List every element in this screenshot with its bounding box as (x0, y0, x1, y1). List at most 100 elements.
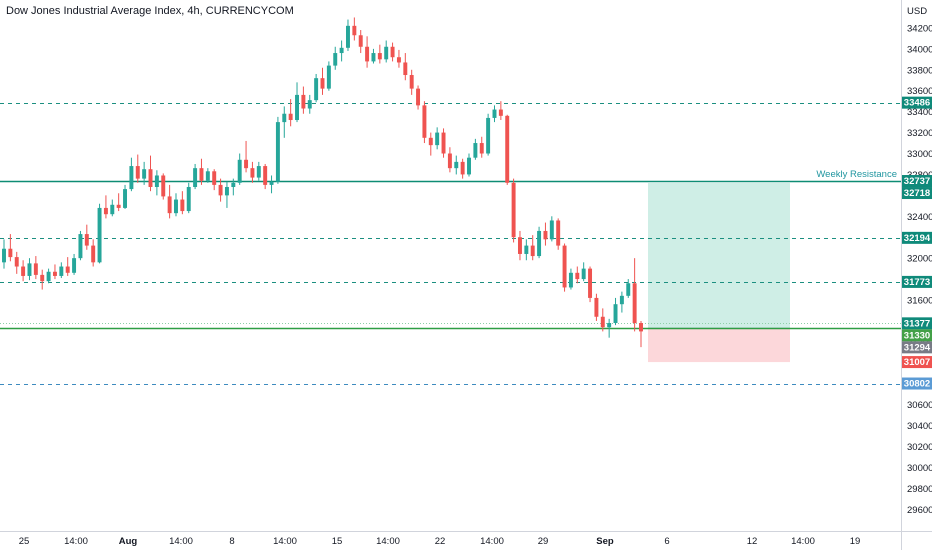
candle-body (619, 295, 624, 305)
candle (492, 105, 497, 123)
candle (594, 293, 599, 321)
candle (530, 235, 535, 261)
candle-body (384, 46, 389, 60)
candle (524, 239, 529, 261)
candle-body (116, 204, 121, 208)
candle-body (91, 245, 96, 263)
candle-body (78, 234, 83, 259)
candle (422, 101, 427, 144)
price-tag-label: 32194 (904, 233, 931, 244)
candle-body (65, 266, 70, 273)
candle (333, 46, 338, 70)
candle-body (320, 78, 325, 89)
position-zones (648, 183, 790, 363)
candle-body (180, 199, 185, 212)
candle-body (110, 204, 115, 215)
candle-body (588, 268, 593, 298)
candle-body (269, 181, 274, 185)
candle-body (282, 113, 287, 123)
candle (517, 230, 522, 261)
candle-body (224, 186, 229, 196)
candle-body (123, 189, 128, 208)
candle-body (396, 57, 401, 63)
price-tag-label: 31773 (904, 277, 930, 288)
candle (390, 42, 395, 62)
y-tick-label: 34000 (907, 44, 932, 55)
chart-title: Dow Jones Industrial Average Index, 4h, … (6, 5, 294, 17)
candle-body (581, 268, 586, 280)
candle (2, 239, 6, 269)
x-tick-label: 14:00 (791, 536, 815, 547)
candle-body (275, 122, 280, 182)
candle (320, 67, 325, 95)
y-tick-label: 33400 (907, 107, 932, 118)
candle (231, 178, 236, 196)
candle (8, 234, 13, 262)
candle-body (486, 117, 491, 154)
y-tick-label: 34200 (907, 23, 932, 34)
candle (562, 243, 567, 292)
candle (205, 168, 210, 183)
candle (14, 251, 19, 274)
x-tick-label: 14:00 (480, 536, 504, 547)
candle-body (517, 237, 522, 254)
x-tick-label: 12 (747, 536, 758, 547)
candle (21, 260, 26, 282)
candle (384, 40, 389, 63)
y-tick-label: 30600 (907, 400, 932, 411)
y-tick-label: 33200 (907, 128, 932, 139)
candle-body (479, 143, 484, 154)
candle-body (205, 171, 210, 181)
candle-body (33, 263, 38, 275)
candle (467, 153, 471, 177)
price-tag-31377: 31377 (902, 317, 932, 330)
candle (97, 203, 102, 264)
candle-body (142, 169, 147, 179)
y-tick-label: 33800 (907, 65, 932, 76)
price-tag-label: 31330 (904, 330, 930, 341)
candle (288, 99, 293, 127)
candle (65, 257, 70, 276)
candle-body (72, 258, 77, 273)
candle (275, 116, 280, 184)
candle (486, 113, 491, 156)
candle (479, 136, 484, 158)
candle-body (46, 271, 51, 282)
candle (352, 17, 357, 41)
candle-body (129, 166, 134, 190)
price-tag-32737: 32737 (902, 175, 932, 188)
candle-body (377, 53, 382, 60)
candle-body (186, 186, 191, 212)
price-tag-30802: 30802 (902, 377, 932, 390)
candle (161, 173, 166, 200)
candle (314, 73, 319, 103)
price-tag-label: 31007 (904, 357, 930, 368)
candle (358, 30, 363, 54)
candle (581, 262, 586, 282)
candle-body (256, 166, 261, 178)
candle-body (467, 157, 471, 175)
candle-body (167, 196, 172, 214)
candle-body (626, 283, 631, 296)
candle (40, 269, 45, 290)
y-tick-label: 31600 (907, 296, 932, 307)
price-tag-label: 32737 (904, 176, 930, 187)
candle (460, 158, 465, 179)
candle-body (600, 316, 605, 328)
candle-body (135, 166, 140, 179)
candle (409, 69, 414, 95)
candle-body (8, 248, 13, 258)
candle-body (237, 159, 242, 183)
candle-body (537, 230, 542, 257)
candle (416, 85, 421, 110)
candle-body (218, 184, 223, 196)
candle (33, 256, 38, 280)
price-tag-label: 31294 (904, 342, 931, 353)
candle-body (511, 182, 516, 238)
candle-body (460, 161, 465, 175)
candle-body (505, 115, 510, 183)
price-tag-33486: 33486 (902, 96, 932, 109)
x-tick-label: 15 (332, 536, 343, 547)
